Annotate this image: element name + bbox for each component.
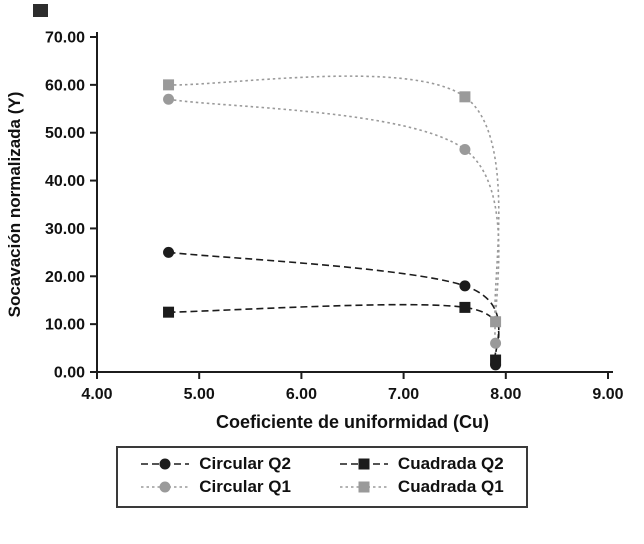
legend-circle-marker (159, 481, 171, 493)
x-tick-label: 6.00 (286, 386, 317, 403)
y-tick-label: 0.00 (54, 365, 85, 382)
square-marker-cuadrada-q1 (459, 91, 471, 103)
y-tick-label: 40.00 (45, 173, 85, 190)
legend-label: Circular Q1 (199, 477, 291, 496)
chart-legend: Circular Q2 Cuadrada Q2 Circular Q1 Cuadrad… (116, 446, 528, 508)
square-marker-cuadrada-q1 (163, 79, 175, 91)
scour-vs-uniformity-chart: 0.00 10.00 20.00 30.00 40.00 50.00 60.00 70.00 4… (5, 30, 624, 508)
x-tick-label: 4.00 (81, 386, 112, 403)
legend-label: Circular Q2 (199, 454, 291, 473)
x-tick-label: 8.00 (490, 386, 521, 403)
x-tick-label: 7.00 (388, 386, 419, 403)
series-line-circular-q2 (168, 251, 500, 366)
square-marker-cuadrada-q2 (459, 301, 471, 313)
legend-swatch-cuadrada-q1 (339, 481, 388, 493)
legend-circle-marker (159, 458, 171, 470)
y-tick-label: 20.00 (45, 269, 85, 286)
legend-square-marker (358, 481, 370, 493)
square-marker-cuadrada-q1 (490, 316, 502, 328)
y-tick-label: 30.00 (45, 221, 85, 238)
square-marker-cuadrada-q2 (490, 354, 502, 366)
y-tick-label: 10.00 (45, 317, 85, 334)
circle-marker-circular-q1 (490, 337, 502, 349)
series-line-cuadrada-q2 (168, 303, 500, 361)
circle-marker-circular-q1 (163, 93, 175, 105)
legend-item-circular-q1: Circular Q1 (140, 477, 291, 497)
legend-label: Cuadrada Q2 (397, 454, 504, 473)
square-marker-cuadrada-q2 (163, 306, 175, 318)
corner-artifact (33, 4, 48, 17)
y-tick-label: 70.00 (45, 30, 85, 47)
circle-marker-circular-q2 (163, 246, 175, 258)
legend-swatch-circular-q2 (141, 458, 190, 470)
x-tick-label: 5.00 (184, 386, 215, 403)
circle-marker-circular-q2 (459, 280, 471, 292)
y-tick-label: 50.00 (45, 125, 85, 142)
legend-item-circular-q2: Circular Q2 (140, 454, 291, 474)
x-axis-label: Coeficiente de uniformidad (Cu) (216, 412, 489, 432)
x-tick-label: 9.00 (592, 386, 623, 403)
series-line-cuadrada-q1 (168, 75, 500, 322)
chart-plot: 0.00 10.00 20.00 30.00 40.00 50.00 60.00 70.00 4… (5, 30, 624, 433)
y-tick-label: 60.00 (45, 77, 85, 94)
legend-swatch-circular-q1 (141, 481, 190, 493)
legend-label: Cuadrada Q1 (397, 477, 504, 496)
circle-marker-circular-q1 (459, 143, 471, 155)
legend-square-marker (358, 458, 370, 470)
legend-swatch-cuadrada-q2 (339, 458, 388, 470)
series-line-circular-q1 (168, 98, 500, 344)
legend-item-cuadrada-q2: Cuadrada Q2 (339, 454, 504, 474)
y-axis-label: Socavación normalizada (Y) (5, 92, 24, 318)
legend-item-cuadrada-q1: Cuadrada Q1 (339, 477, 504, 497)
